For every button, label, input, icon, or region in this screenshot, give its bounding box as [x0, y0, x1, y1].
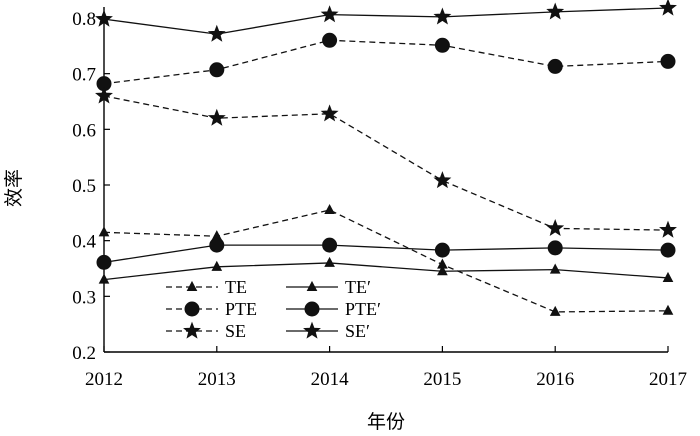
y-tick-label: 0.4: [72, 232, 96, 253]
legend-item: SE: [166, 321, 246, 341]
legend-label: TE′: [345, 277, 371, 297]
data-point-star: [659, 220, 677, 238]
data-point-star: [95, 9, 113, 27]
y-tick-label: 0.5: [72, 176, 96, 197]
data-point-circle: [322, 237, 338, 253]
series-0: [98, 203, 674, 316]
legend-item: TE′: [286, 277, 371, 297]
data-point-triangle: [98, 273, 110, 284]
legend-item: PTE′: [286, 299, 381, 319]
axes: [103, 7, 668, 353]
data-point-circle: [434, 37, 450, 53]
legend: TE TE′ PTE PTE′ SE SE′: [166, 277, 381, 341]
data-point-star: [95, 86, 113, 104]
data-point-star: [207, 24, 226, 42]
legend-marker-star: [303, 321, 321, 339]
series-3: [96, 237, 676, 270]
legend-label: PTE: [225, 299, 257, 319]
x-tick-label: 2015: [423, 369, 461, 390]
data-point-circle: [96, 254, 112, 270]
series-line: [103, 7, 669, 35]
data-point-triangle: [549, 305, 561, 316]
data-point-star: [207, 108, 226, 126]
series-layer: [95, 0, 677, 316]
legend-item: TE: [166, 277, 247, 297]
series-4: [95, 86, 677, 238]
series-line: [103, 95, 669, 231]
data-point-triangle: [98, 226, 110, 237]
data-point-circle: [322, 32, 338, 48]
y-axis-title: 效率: [3, 169, 25, 207]
x-tick-label: 2016: [536, 369, 574, 390]
y-tick-label: 0.3: [72, 287, 96, 308]
data-point-circle: [547, 58, 563, 74]
legend-marker-circle: [304, 301, 320, 317]
legend-label: PTE′: [345, 299, 381, 319]
data-point-star: [320, 104, 339, 122]
data-point-triangle: [324, 256, 335, 267]
legend-label: SE′: [345, 321, 370, 341]
data-point-star: [433, 171, 452, 189]
data-point-star: [546, 219, 565, 237]
series-line: [103, 209, 669, 313]
data-point-triangle: [211, 260, 223, 271]
data-point-triangle: [549, 263, 561, 274]
data-point-circle: [547, 240, 563, 256]
legend-marker-triangle: [186, 280, 198, 291]
data-point-star: [433, 7, 452, 25]
x-axis-title: 年份: [367, 411, 405, 433]
y-tick-label: 0.6: [72, 120, 96, 141]
data-point-circle: [434, 242, 450, 258]
x-tick-label: 2014: [311, 369, 350, 390]
legend-item: PTE: [166, 299, 257, 319]
y-tick-label: 0.7: [72, 65, 96, 86]
data-point-circle: [209, 237, 225, 253]
legend-label: TE: [225, 277, 247, 297]
data-point-triangle: [324, 203, 335, 215]
y-tick-label: 0.2: [72, 343, 96, 364]
data-point-circle: [660, 242, 676, 258]
data-point-triangle: [662, 271, 674, 282]
data-point-star: [659, 0, 677, 16]
legend-item: SE′: [286, 321, 370, 341]
series-line: [103, 262, 669, 281]
x-tick-label: 2017: [649, 369, 687, 390]
legend-marker-triangle: [306, 280, 318, 291]
series-line: [103, 39, 669, 85]
data-point-circle: [660, 53, 676, 69]
x-ticks: 2012 2013 2014 2015 2016 2017: [85, 346, 687, 390]
data-point-triangle: [662, 304, 674, 315]
legend-marker-circle: [184, 301, 200, 317]
legend-marker-star: [183, 321, 201, 339]
data-point-star: [320, 5, 339, 23]
y-tick-label: 0.8: [72, 9, 96, 30]
series-1: [98, 256, 674, 284]
data-point-circle: [209, 62, 225, 78]
data-point-triangle: [437, 265, 448, 276]
series-2: [96, 32, 676, 92]
x-tick-label: 2013: [198, 369, 236, 390]
legend-label: SE: [225, 321, 246, 341]
series-line: [103, 244, 669, 264]
y-ticks: 0.2 0.3 0.4 0.5 0.6 0.7 0.8: [72, 9, 110, 364]
x-tick-label: 2012: [85, 369, 123, 390]
series-5: [95, 0, 677, 42]
data-point-star: [546, 2, 565, 20]
